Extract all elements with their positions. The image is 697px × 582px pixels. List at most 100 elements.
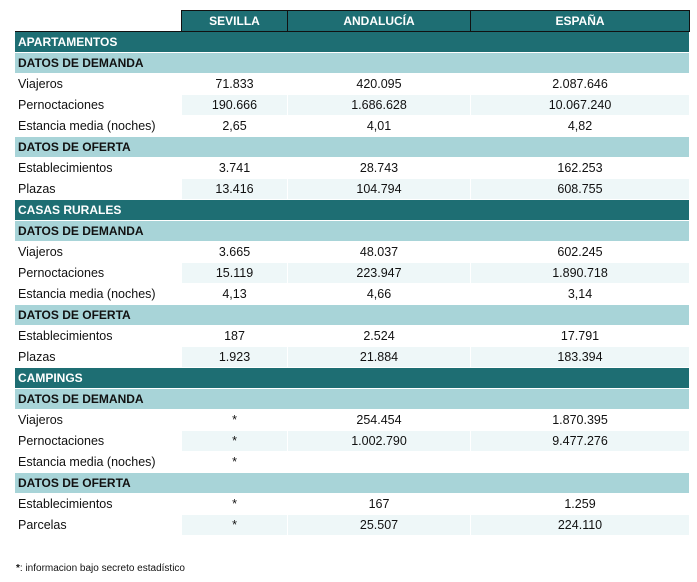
value-cell: 21.884 (287, 346, 471, 368)
row-label: Estancia media (noches) (14, 283, 182, 305)
table-row: Establecimientos 3.741 28.743 162.253 (14, 157, 690, 179)
value-cell: 3.665 (181, 241, 288, 263)
value-cell: 254.454 (287, 409, 471, 431)
group-row: DATOS DE DEMANDA (14, 52, 690, 74)
table-row: Viajeros 3.665 48.037 602.245 (14, 241, 690, 263)
value-cell: * (181, 493, 288, 515)
group-row: DATOS DE DEMANDA (14, 388, 690, 410)
row-label: Viajeros (14, 73, 182, 95)
value-cell: 48.037 (287, 241, 471, 263)
value-cell: 1.686.628 (287, 94, 471, 116)
group-title: DATOS DE DEMANDA (14, 52, 690, 74)
header-row: SEVILLA ANDALUCÍA ESPAÑA (14, 10, 690, 32)
value-cell: 9.477.276 (470, 430, 690, 452)
value-cell: 10.067.240 (470, 94, 690, 116)
value-cell: 17.791 (470, 325, 690, 347)
row-label: Establecimientos (14, 157, 182, 179)
section-row: CASAS RURALES (14, 199, 690, 221)
section-title: CAMPINGS (14, 367, 690, 389)
section-title: CASAS RURALES (14, 199, 690, 221)
value-cell: 1.002.790 (287, 430, 471, 452)
group-title: DATOS DE OFERTA (14, 304, 690, 326)
table-row: Plazas 1.923 21.884 183.394 (14, 346, 690, 368)
statistics-table-container: SEVILLA ANDALUCÍA ESPAÑA APARTAMENTOS DAT… (14, 10, 690, 536)
value-cell: 162.253 (470, 157, 690, 179)
value-cell: 1.870.395 (470, 409, 690, 431)
value-cell: 4,01 (287, 115, 471, 137)
value-cell: 2.087.646 (470, 73, 690, 95)
value-cell: 25.507 (287, 514, 471, 536)
table-row: Pernoctaciones 190.666 1.686.628 10.067.240 (14, 94, 690, 116)
row-label: Estancia media (noches) (14, 451, 182, 473)
table-row: Viajeros 71.833 420.095 2.087.646 (14, 73, 690, 95)
group-title: DATOS DE OFERTA (14, 472, 690, 494)
row-label: Estancia media (noches) (14, 115, 182, 137)
row-label: Viajeros (14, 409, 182, 431)
row-label: Pernoctaciones (14, 94, 182, 116)
section-title: APARTAMENTOS (14, 31, 690, 53)
table-row: Pernoctaciones 15.119 223.947 1.890.718 (14, 262, 690, 284)
value-cell: 420.095 (287, 73, 471, 95)
value-cell: 187 (181, 325, 288, 347)
value-cell: * (181, 430, 288, 452)
footnote: *: informacion bajo secreto estadístico (16, 563, 185, 574)
value-cell: 2,65 (181, 115, 288, 137)
value-cell: 4,66 (287, 283, 471, 305)
value-cell: 224.110 (470, 514, 690, 536)
row-label: Pernoctaciones (14, 430, 182, 452)
footnote-text: : informacion bajo secreto estadístico (19, 563, 185, 574)
value-cell: 1.923 (181, 346, 288, 368)
group-row: DATOS DE OFERTA (14, 472, 690, 494)
header-blank-cell (14, 10, 182, 32)
row-label: Viajeros (14, 241, 182, 263)
group-title: DATOS DE DEMANDA (14, 388, 690, 410)
section-row: APARTAMENTOS (14, 31, 690, 53)
table-row: Estancia media (noches) * (14, 451, 690, 473)
table-row: Estancia media (noches) 2,65 4,01 4,82 (14, 115, 690, 137)
row-label: Establecimientos (14, 325, 182, 347)
value-cell: 167 (287, 493, 471, 515)
value-cell: * (181, 451, 288, 473)
value-cell: 183.394 (470, 346, 690, 368)
table-row: Establecimientos 187 2.524 17.791 (14, 325, 690, 347)
group-row: DATOS DE OFERTA (14, 136, 690, 158)
value-cell: 1.890.718 (470, 262, 690, 284)
value-cell: 608.755 (470, 178, 690, 200)
value-cell: 1.259 (470, 493, 690, 515)
table-body: APARTAMENTOS DATOS DE DEMANDA Viajeros 71.8… (14, 31, 690, 536)
header-espana: ESPAÑA (470, 10, 690, 32)
group-title: DATOS DE DEMANDA (14, 220, 690, 242)
value-cell: 602.245 (470, 241, 690, 263)
value-cell: 3,14 (470, 283, 690, 305)
table-row: Parcelas * 25.507 224.110 (14, 514, 690, 536)
table-row: Viajeros * 254.454 1.870.395 (14, 409, 690, 431)
table-row: Estancia media (noches) 4,13 4,66 3,14 (14, 283, 690, 305)
header-sevilla: SEVILLA (181, 10, 288, 32)
header-andalucia: ANDALUCÍA (287, 10, 471, 32)
value-cell: 13.416 (181, 178, 288, 200)
table-row: Plazas 13.416 104.794 608.755 (14, 178, 690, 200)
row-label: Plazas (14, 346, 182, 368)
row-label: Parcelas (14, 514, 182, 536)
value-cell (470, 451, 690, 473)
table-row: Pernoctaciones * 1.002.790 9.477.276 (14, 430, 690, 452)
group-title: DATOS DE OFERTA (14, 136, 690, 158)
group-row: DATOS DE OFERTA (14, 304, 690, 326)
row-label: Establecimientos (14, 493, 182, 515)
value-cell: 223.947 (287, 262, 471, 284)
value-cell: 28.743 (287, 157, 471, 179)
value-cell: 2.524 (287, 325, 471, 347)
tourism-statistics-table: SEVILLA ANDALUCÍA ESPAÑA APARTAMENTOS DAT… (14, 10, 690, 536)
footnote-mark: * (16, 563, 20, 574)
value-cell: 71.833 (181, 73, 288, 95)
value-cell: 190.666 (181, 94, 288, 116)
value-cell: 3.741 (181, 157, 288, 179)
section-row: CAMPINGS (14, 367, 690, 389)
value-cell: 15.119 (181, 262, 288, 284)
value-cell: 4,82 (470, 115, 690, 137)
row-label: Plazas (14, 178, 182, 200)
value-cell (287, 451, 471, 473)
group-row: DATOS DE DEMANDA (14, 220, 690, 242)
value-cell: 104.794 (287, 178, 471, 200)
value-cell: * (181, 514, 288, 536)
